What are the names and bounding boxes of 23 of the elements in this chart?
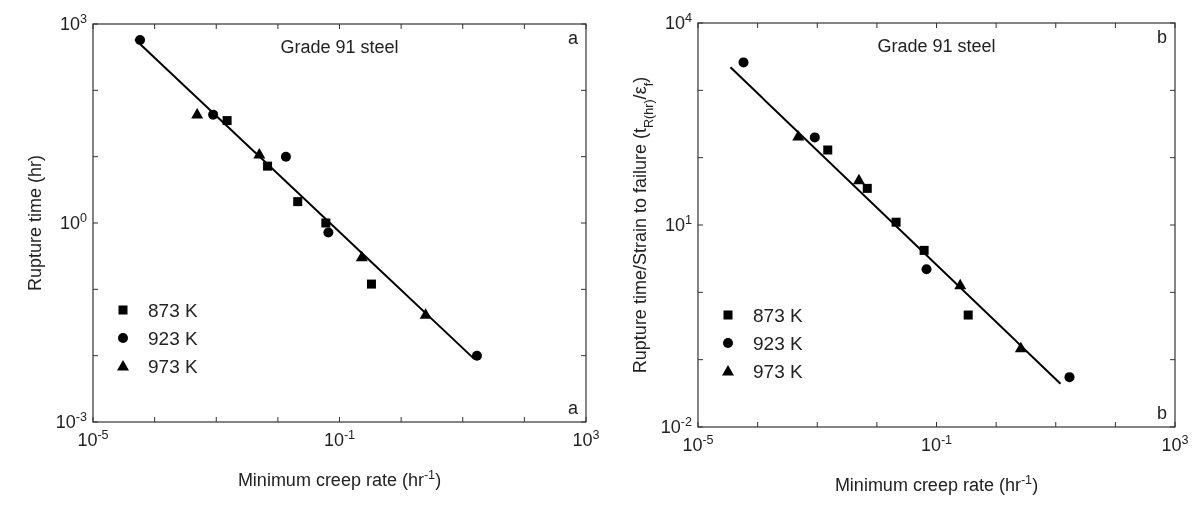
x-tick-label: 10$^{-1}$ [323, 428, 356, 450]
y-axis-title: Rupture time (hr) [25, 154, 45, 292]
x-tick-label: 10$^{3}$ [572, 428, 600, 450]
annotation: b [1156, 27, 1167, 47]
annotation: b [1156, 403, 1167, 423]
annotation: a [567, 28, 579, 48]
legend-label: 923 K [148, 328, 198, 349]
legend-label: 973 K [148, 356, 198, 377]
x-axis-title: Minimum creep rate (hr$^{-1}$) [237, 468, 442, 490]
text: Grade 91 steel [877, 36, 996, 56]
legend-label: 973 K [753, 361, 803, 382]
y-tick-label: 10$^{0}$ [59, 211, 87, 233]
x-axis-title: Minimum creep rate (hr$^{-1}$) [834, 473, 1039, 495]
y-tick-label: 10$^{3}$ [59, 12, 87, 34]
x-tick-label: 10$^{3}$ [1161, 433, 1189, 455]
legend-label: 873 K [753, 305, 803, 326]
legend-label: 873 K [148, 300, 198, 321]
text: Grade 91 steel [280, 37, 399, 57]
legend-label: 923 K [753, 333, 803, 354]
annotation: a [567, 398, 579, 418]
y-tick-label: 10$^{1}$ [664, 213, 692, 235]
y-tick-label: 10$^{4}$ [664, 11, 692, 33]
x-tick-label: 10$^{-1}$ [920, 433, 953, 455]
